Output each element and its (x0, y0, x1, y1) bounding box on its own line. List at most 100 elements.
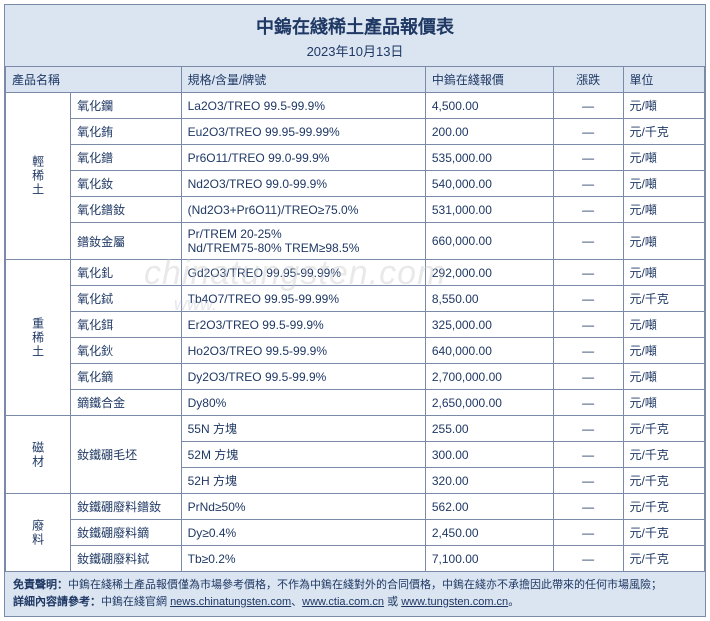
trend-cell: — (553, 145, 623, 171)
price-cell: 640,000.00 (425, 338, 553, 364)
unit-cell: 元/噸 (623, 338, 704, 364)
trend-cell: — (553, 442, 623, 468)
report-date: 2023年10月13日 (5, 41, 705, 66)
price-cell: 7,100.00 (425, 546, 553, 572)
price-cell: 200.00 (425, 119, 553, 145)
spec-cell: Eu2O3/TREO 99.95-99.99% (181, 119, 425, 145)
spec-cell: Dy2O3/TREO 99.5-99.9% (181, 364, 425, 390)
unit-cell: 元/噸 (623, 171, 704, 197)
trend-cell: — (553, 546, 623, 572)
price-cell: 2,450.00 (425, 520, 553, 546)
table-header-row: 產品名稱 規格/含量/牌號 中鎢在綫報價 漲跌 單位 (6, 67, 705, 93)
price-cell: 2,650,000.00 (425, 390, 553, 416)
table-row: 氧化鈥Ho2O3/TREO 99.5-99.9%640,000.00—元/噸 (6, 338, 705, 364)
trend-cell: — (553, 119, 623, 145)
footer-disclaimer: 免責聲明：中鎢在綫稀土產品報價僅為市場參考價格，不作為中鎢在綫對外的合同價格，中… (5, 572, 705, 616)
price-cell: 535,000.00 (425, 145, 553, 171)
price-cell: 531,000.00 (425, 197, 553, 223)
unit-cell: 元/噸 (623, 145, 704, 171)
spec-cell: PrNd≥50% (181, 494, 425, 520)
product-name-cell: 氧化銪 (71, 119, 181, 145)
spec-cell: Ho2O3/TREO 99.5-99.9% (181, 338, 425, 364)
spec-cell: Nd2O3/TREO 99.0-99.9% (181, 171, 425, 197)
price-table-container: 中鎢在綫稀土產品報價表 2023年10月13日 產品名稱 規格/含量/牌號 中鎢… (4, 4, 706, 617)
product-name-cell: 氧化鐠 (71, 145, 181, 171)
unit-cell: 元/千克 (623, 442, 704, 468)
table-row: 氧化鐠Pr6O11/TREO 99.0-99.9%535,000.00—元/噸 (6, 145, 705, 171)
spec-cell: Pr6O11/TREO 99.0-99.9% (181, 145, 425, 171)
price-cell: 255.00 (425, 416, 553, 442)
price-cell: 320.00 (425, 468, 553, 494)
table-row: 氧化鋱Tb4O7/TREO 99.95-99.99%8,550.00—元/千克 (6, 286, 705, 312)
trend-cell: — (553, 260, 623, 286)
unit-cell: 元/千克 (623, 468, 704, 494)
unit-cell: 元/千克 (623, 494, 704, 520)
product-name-cell: 氧化釓 (71, 260, 181, 286)
category-cell: 重稀土 (6, 260, 71, 416)
price-cell: 540,000.00 (425, 171, 553, 197)
spec-cell: Tb≥0.2% (181, 546, 425, 572)
price-table: 產品名稱 規格/含量/牌號 中鎢在綫報價 漲跌 單位 輕稀土氧化鑭La2O3/T… (5, 66, 705, 572)
footer-link-2[interactable]: www.ctia.com.cn (302, 596, 384, 608)
product-name-cell: 氧化鐠釹 (71, 197, 181, 223)
disclaimer-label: 免責聲明： (13, 579, 68, 591)
trend-cell: — (553, 171, 623, 197)
product-name-cell: 氧化鉺 (71, 312, 181, 338)
trend-cell: — (553, 416, 623, 442)
table-row: 釹鐵硼廢料鏑Dy≥0.4%2,450.00—元/千克 (6, 520, 705, 546)
table-row: 鐠釹金屬Pr/TREM 20-25%Nd/TREM75-80% TREM≥98.… (6, 223, 705, 260)
trend-cell: — (553, 197, 623, 223)
col-product: 產品名稱 (6, 67, 182, 93)
spec-cell: (Nd2O3+Pr6O11)/TREO≥75.0% (181, 197, 425, 223)
disclaimer-text: 中鎢在綫稀土產品報價僅為市場參考價格，不作為中鎢在綫對外的合同價格，中鎢在綫亦不… (68, 579, 662, 591)
unit-cell: 元/千克 (623, 416, 704, 442)
unit-cell: 元/噸 (623, 312, 704, 338)
price-cell: 660,000.00 (425, 223, 553, 260)
category-cell: 磁材 (6, 416, 71, 494)
product-name-cell: 釹鐵硼廢料鏑 (71, 520, 181, 546)
product-name-cell: 鐠釹金屬 (71, 223, 181, 260)
col-trend: 漲跌 (553, 67, 623, 93)
unit-cell: 元/噸 (623, 390, 704, 416)
unit-cell: 元/千克 (623, 286, 704, 312)
trend-cell: — (553, 286, 623, 312)
trend-cell: — (553, 93, 623, 119)
price-cell: 562.00 (425, 494, 553, 520)
price-cell: 292,000.00 (425, 260, 553, 286)
product-name-cell: 釹鐵硼廢料鐠釹 (71, 494, 181, 520)
unit-cell: 元/千克 (623, 119, 704, 145)
spec-cell: Pr/TREM 20-25%Nd/TREM75-80% TREM≥98.5% (181, 223, 425, 260)
spec-cell: Gd2O3/TREO 99.95-99.99% (181, 260, 425, 286)
table-row: 重稀土氧化釓Gd2O3/TREO 99.95-99.99%292,000.00—… (6, 260, 705, 286)
col-price: 中鎢在綫報價 (425, 67, 553, 93)
footer-link-3[interactable]: www.tungsten.com.cn (401, 596, 508, 608)
price-cell: 300.00 (425, 442, 553, 468)
trend-cell: — (553, 223, 623, 260)
col-spec: 規格/含量/牌號 (181, 67, 425, 93)
product-name-cell: 氧化鋱 (71, 286, 181, 312)
trend-cell: — (553, 468, 623, 494)
table-row: 輕稀土氧化鑭La2O3/TREO 99.5-99.9%4,500.00—元/噸 (6, 93, 705, 119)
table-row: 氧化鐠釹(Nd2O3+Pr6O11)/TREO≥75.0%531,000.00—… (6, 197, 705, 223)
table-row: 鏑鐵合金Dy80%2,650,000.00—元/噸 (6, 390, 705, 416)
price-cell: 2,700,000.00 (425, 364, 553, 390)
footer-link-1[interactable]: news.chinatungsten.com (170, 596, 291, 608)
col-unit: 單位 (623, 67, 704, 93)
category-cell: 輕稀土 (6, 93, 71, 260)
trend-cell: — (553, 520, 623, 546)
table-row: 氧化鉺Er2O3/TREO 99.5-99.9%325,000.00—元/噸 (6, 312, 705, 338)
trend-cell: — (553, 390, 623, 416)
price-cell: 325,000.00 (425, 312, 553, 338)
price-cell: 8,550.00 (425, 286, 553, 312)
unit-cell: 元/噸 (623, 197, 704, 223)
spec-cell: Dy≥0.4% (181, 520, 425, 546)
spec-cell: 52H 方塊 (181, 468, 425, 494)
unit-cell: 元/千克 (623, 520, 704, 546)
detail-text: 中鎢在綫官網 (101, 596, 170, 608)
trend-cell: — (553, 312, 623, 338)
table-row: 氧化銪Eu2O3/TREO 99.95-99.99%200.00—元/千克 (6, 119, 705, 145)
spec-cell: 52M 方塊 (181, 442, 425, 468)
table-row: 磁材釹鐵硼毛坯55N 方塊255.00—元/千克 (6, 416, 705, 442)
page-title: 中鎢在綫稀土產品報價表 (5, 5, 705, 41)
spec-cell: La2O3/TREO 99.5-99.9% (181, 93, 425, 119)
